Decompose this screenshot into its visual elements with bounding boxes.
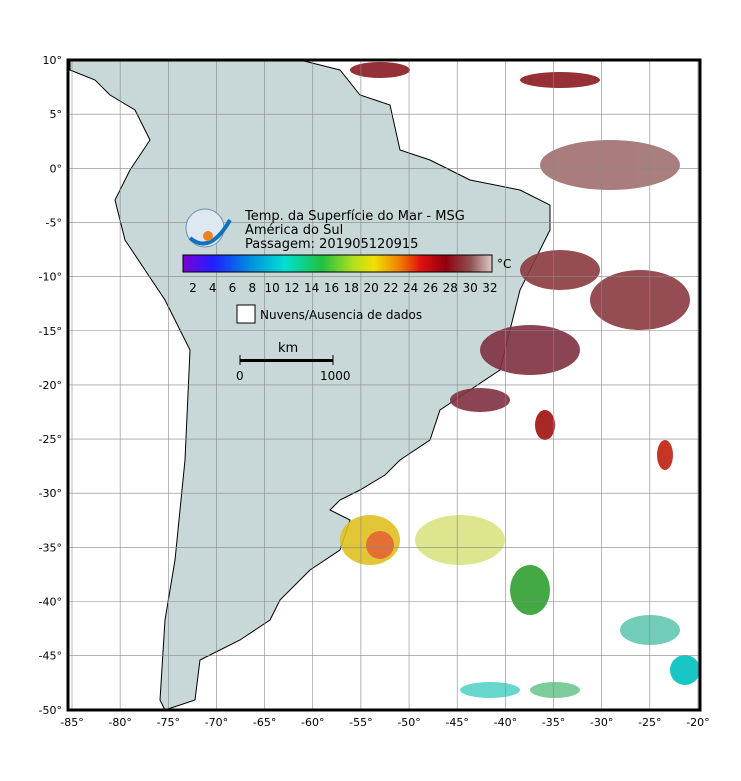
scale-bar <box>239 355 334 365</box>
lon-label: -65° <box>253 716 276 729</box>
lon-label: -70° <box>205 716 228 729</box>
colorbar-tick-label: 2 <box>189 281 197 295</box>
lon-label: -40° <box>494 716 517 729</box>
region: América do Sul <box>245 223 343 238</box>
lon-label: -50° <box>397 716 420 729</box>
lat-label: -50° <box>39 704 62 717</box>
lon-label: -55° <box>349 716 372 729</box>
lon-label: -35° <box>542 716 565 729</box>
colorbar-tick-label: 12 <box>284 281 299 295</box>
colorbar-ticks: 2 4 6 8 10 12 14 16 18 20 22 24 26 28 30 32 <box>189 281 497 295</box>
lon-label: -30° <box>590 716 613 729</box>
colorbar <box>182 254 493 273</box>
scale-start: 0 <box>236 369 244 383</box>
pass-time: Passagem: 201905120915 <box>245 237 418 252</box>
colorbar-tick-label: 10 <box>264 281 279 295</box>
colorbar-tick-label: 24 <box>403 281 418 295</box>
colorbar-tick-label: 16 <box>324 281 339 295</box>
lat-label: -5° <box>46 216 62 229</box>
lat-label: -45° <box>39 650 62 663</box>
scale-end: 1000 <box>320 369 351 383</box>
lat-label: -20° <box>39 379 62 392</box>
legend-label: Nuvens/Ausencia de dados <box>260 308 422 322</box>
lat-label: 5° <box>50 108 63 121</box>
lat-label: 0° <box>50 162 63 175</box>
lon-label: -25° <box>638 716 661 729</box>
lat-label: -15° <box>39 325 62 338</box>
lon-label: -85° <box>60 716 83 729</box>
scale-unit: km <box>278 341 298 356</box>
colorbar-tick-label: 14 <box>304 281 319 295</box>
map-frame <box>66 58 702 712</box>
lat-label: -25° <box>39 433 62 446</box>
colorbar-tick-label: 8 <box>248 281 256 295</box>
lon-label: -75° <box>157 716 180 729</box>
colorbar-unit: °C <box>497 257 511 271</box>
logo <box>185 208 232 248</box>
colorbar-tick-label: 30 <box>462 281 477 295</box>
colorbar-tick-label: 6 <box>229 281 237 295</box>
colorbar-tick-label: 32 <box>482 281 497 295</box>
lon-label: -45° <box>445 716 468 729</box>
lat-label: -35° <box>39 541 62 554</box>
sst-patches <box>340 62 700 698</box>
lat-label: -10° <box>39 271 62 284</box>
lon-label: -80° <box>108 716 131 729</box>
title: Temp. da Superfície do Mar - MSG <box>244 209 465 224</box>
colorbar-tick-label: 18 <box>344 281 359 295</box>
colorbar-tick-label: 20 <box>363 281 378 295</box>
colorbar-tick-label: 28 <box>443 281 458 295</box>
legend-swatch <box>236 304 256 324</box>
lon-label: -20° <box>686 716 709 729</box>
lat-label: -40° <box>39 596 62 609</box>
lon-label: -60° <box>301 716 324 729</box>
colorbar-tick-label: 22 <box>383 281 398 295</box>
lat-label: 10° <box>43 54 63 67</box>
colorbar-tick-label: 4 <box>209 281 217 295</box>
lat-label: -30° <box>39 487 62 500</box>
colorbar-tick-label: 26 <box>423 281 438 295</box>
